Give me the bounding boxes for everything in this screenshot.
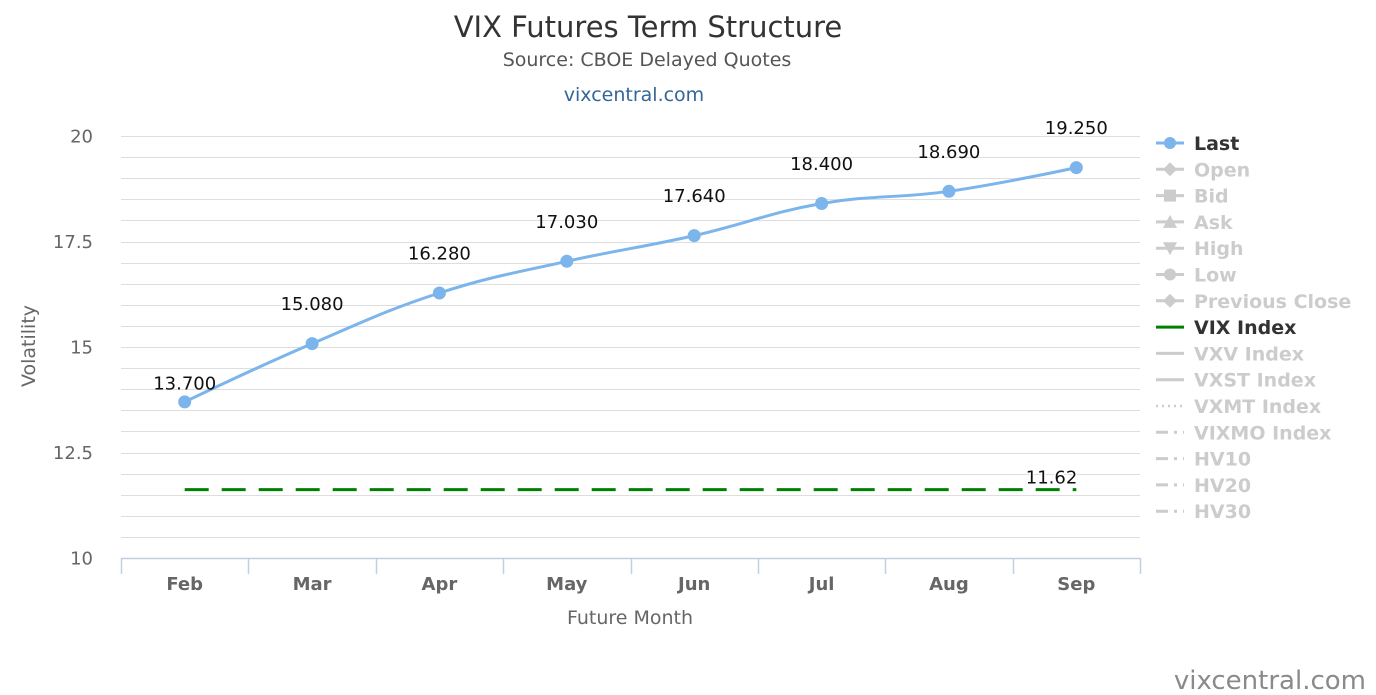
data-point[interactable] — [1069, 161, 1083, 175]
data-label: 18.690 — [917, 142, 980, 163]
x-axis-title: Future Month — [567, 607, 693, 629]
legend-label: Ask — [1194, 212, 1233, 234]
legend: Last Open Bid Ask High Low Previous Close VIX I… — [1156, 133, 1351, 523]
data-label: 11.62 — [1026, 468, 1078, 489]
series-line — [183, 166, 1078, 404]
legend-label: Bid — [1194, 186, 1229, 208]
legend-label: HV10 — [1194, 449, 1251, 471]
legend-label: Last — [1194, 133, 1239, 155]
diamond-marker-icon — [1163, 162, 1177, 177]
legend-item-vxst-index[interactable]: VXST Index — [1156, 370, 1316, 392]
legend-item-vixmo-index[interactable]: VIXMO Index — [1156, 422, 1331, 444]
legend-label: HV30 — [1194, 501, 1251, 523]
legend-label: VIXMO Index — [1194, 422, 1331, 444]
y-tick-label: 15 — [70, 338, 93, 359]
data-label: 15.080 — [281, 294, 344, 315]
chart-title: VIX Futures Term Structure — [454, 10, 843, 44]
triangle-down-marker-icon — [1163, 242, 1177, 256]
legend-item-previous-close[interactable]: Previous Close — [1156, 291, 1351, 313]
x-tick-label: Jul — [807, 574, 835, 595]
legend-label: Low — [1194, 265, 1237, 287]
legend-item-hv10[interactable]: HV10 — [1156, 449, 1251, 471]
legend-label: VXST Index — [1194, 370, 1316, 392]
x-tick-label: Mar — [293, 574, 332, 595]
legend-label: High — [1194, 238, 1244, 260]
data-label: 13.700 — [153, 373, 216, 394]
legend-item-vix-index[interactable]: VIX Index — [1156, 317, 1296, 339]
legend-item-hv20[interactable]: HV20 — [1156, 475, 1251, 497]
square-marker-icon — [1164, 189, 1176, 202]
series-last: 13.700 15.080 16.280 17.030 17.640 18.400 18.6… — [153, 118, 1108, 409]
circle-marker-icon — [1164, 137, 1176, 149]
source-link[interactable]: vixcentral.com — [564, 84, 704, 106]
gridlines — [121, 136, 1140, 538]
legend-label: Open — [1194, 159, 1250, 181]
legend-item-vxv-index[interactable]: VXV Index — [1156, 343, 1304, 365]
x-tick-label: Jun — [676, 574, 710, 595]
x-tick-label: Sep — [1057, 574, 1095, 595]
x-tick-label: May — [546, 574, 588, 595]
legend-item-open[interactable]: Open — [1156, 159, 1250, 181]
y-tick-label: 20 — [70, 127, 93, 148]
legend-item-ask[interactable]: Ask — [1156, 212, 1233, 234]
data-point[interactable] — [305, 337, 319, 351]
data-point[interactable] — [687, 229, 701, 243]
data-point[interactable] — [942, 184, 956, 198]
chart-subtitle: Source: CBOE Delayed Quotes — [503, 49, 792, 71]
legend-item-low[interactable]: Low — [1156, 265, 1237, 287]
legend-item-vxmt-index[interactable]: VXMT Index — [1156, 396, 1321, 418]
legend-item-bid[interactable]: Bid — [1156, 186, 1229, 208]
x-tick-label: Feb — [166, 574, 203, 595]
watermark: vixcentral.com — [1174, 666, 1366, 695]
circle-marker-icon — [1164, 268, 1176, 281]
data-label: 19.250 — [1045, 118, 1108, 139]
data-label: 16.280 — [408, 244, 471, 265]
series-vix-index: 11.62 — [184, 466, 1079, 492]
data-point[interactable] — [432, 286, 446, 300]
legend-item-last[interactable]: Last — [1156, 133, 1239, 155]
data-point[interactable] — [178, 395, 192, 409]
data-point[interactable] — [815, 197, 829, 210]
x-tick-label: Apr — [422, 574, 458, 595]
legend-label: Previous Close — [1194, 291, 1351, 313]
data-label: 17.640 — [663, 186, 726, 207]
legend-label: VXMT Index — [1194, 396, 1321, 418]
legend-label: VXV Index — [1194, 343, 1304, 365]
legend-item-hv30[interactable]: HV30 — [1156, 501, 1251, 523]
data-label: 18.400 — [790, 154, 853, 175]
triangle-marker-icon — [1163, 214, 1177, 228]
y-tick-label: 17.5 — [53, 232, 93, 253]
plot-series: 13.700 15.080 16.280 17.030 17.640 18.400 18.6… — [153, 118, 1108, 492]
y-axis-title: Volatility — [18, 305, 40, 387]
y-tick-label: 12.5 — [53, 443, 93, 464]
x-tick-label: Aug — [929, 574, 969, 595]
y-tick-label: 10 — [70, 549, 93, 570]
data-label: 17.030 — [535, 212, 598, 233]
legend-item-high[interactable]: High — [1156, 238, 1244, 260]
diamond-marker-icon — [1163, 293, 1177, 308]
legend-label: HV20 — [1194, 475, 1251, 497]
y-axis-labels: 10 12.5 15 17.5 20 — [53, 127, 93, 570]
x-axis: Feb Mar Apr May Jun Jul Aug Sep — [120, 557, 1142, 595]
legend-label: VIX Index — [1194, 317, 1296, 339]
data-point[interactable] — [560, 254, 574, 268]
